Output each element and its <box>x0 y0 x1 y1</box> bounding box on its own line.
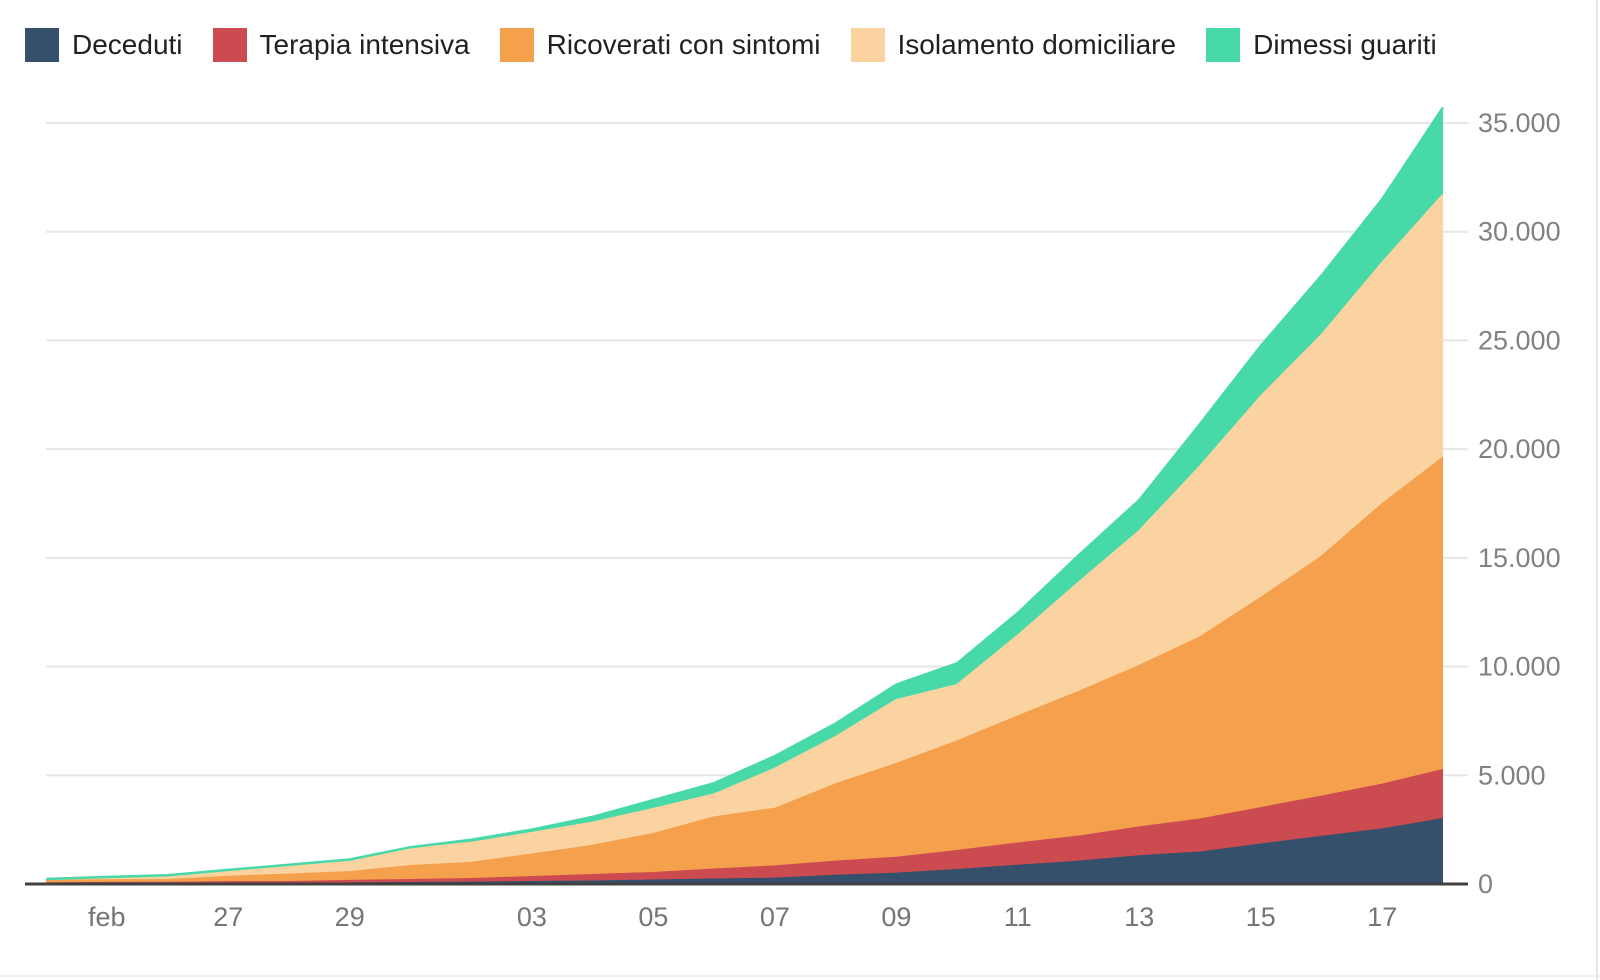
legend-label: Dimessi guariti <box>1253 29 1437 60</box>
legend: Deceduti Terapia intensiva Ricoverati con … <box>25 28 1437 62</box>
legend-label: Isolamento domiciliare <box>897 29 1177 60</box>
series-line-terapia-intensiva <box>45 768 1444 885</box>
legend-item: Deceduti <box>25 28 183 62</box>
legend-label: Ricoverati con sintomi <box>546 29 821 60</box>
legend-item: Ricoverati con sintomi <box>499 28 821 62</box>
y-axis-label: 30.000 <box>1478 217 1561 247</box>
window-bottom-edge <box>0 975 1600 977</box>
x-axis-label: feb <box>88 902 126 932</box>
y-axis-label: 15.000 <box>1478 543 1561 573</box>
legend-item: Dimessi guariti <box>1206 28 1437 62</box>
x-axis-label: 15 <box>1246 902 1276 932</box>
y-axis-label: 5.000 <box>1478 760 1546 790</box>
x-axis-label: 29 <box>335 902 365 932</box>
y-axis-label: 35.000 <box>1478 108 1561 138</box>
y-axis-label: 0 <box>1478 869 1493 899</box>
legend-label: Deceduti <box>72 29 183 60</box>
y-axis-label: 20.000 <box>1478 434 1561 464</box>
y-axis-label: 10.000 <box>1478 652 1561 682</box>
x-axis-label: 05 <box>638 902 668 932</box>
legend-item: Isolamento domiciliare <box>850 28 1177 62</box>
series-area-deceduti[interactable] <box>46 819 1443 884</box>
legend-item: Terapia intensiva <box>212 28 470 62</box>
legend-swatch <box>1206 28 1241 62</box>
legend-swatch <box>499 28 534 62</box>
series-area-ricoverati-con-sintomi[interactable] <box>46 457 1443 884</box>
x-axis-label: 09 <box>881 902 911 932</box>
x-axis-label: 27 <box>213 902 243 932</box>
series-area-terapia-intensiva[interactable] <box>46 770 1443 884</box>
x-axis-label: 11 <box>1004 902 1032 932</box>
x-axis-label: 03 <box>517 902 547 932</box>
legend-swatch <box>850 28 885 62</box>
x-axis-label: 13 <box>1124 902 1154 932</box>
legend-swatch <box>25 28 59 62</box>
legend-label: Terapia intensiva <box>259 29 470 60</box>
x-axis-label: 17 <box>1367 902 1397 932</box>
y-axis-label: 25.000 <box>1478 325 1561 355</box>
window-right-edge <box>1596 0 1598 980</box>
series-line-dimessi-guariti <box>45 106 1445 881</box>
x-axis-label: 07 <box>760 902 790 932</box>
series-line-ricoverati-con-sintomi <box>45 456 1444 883</box>
legend-swatch <box>212 28 247 62</box>
